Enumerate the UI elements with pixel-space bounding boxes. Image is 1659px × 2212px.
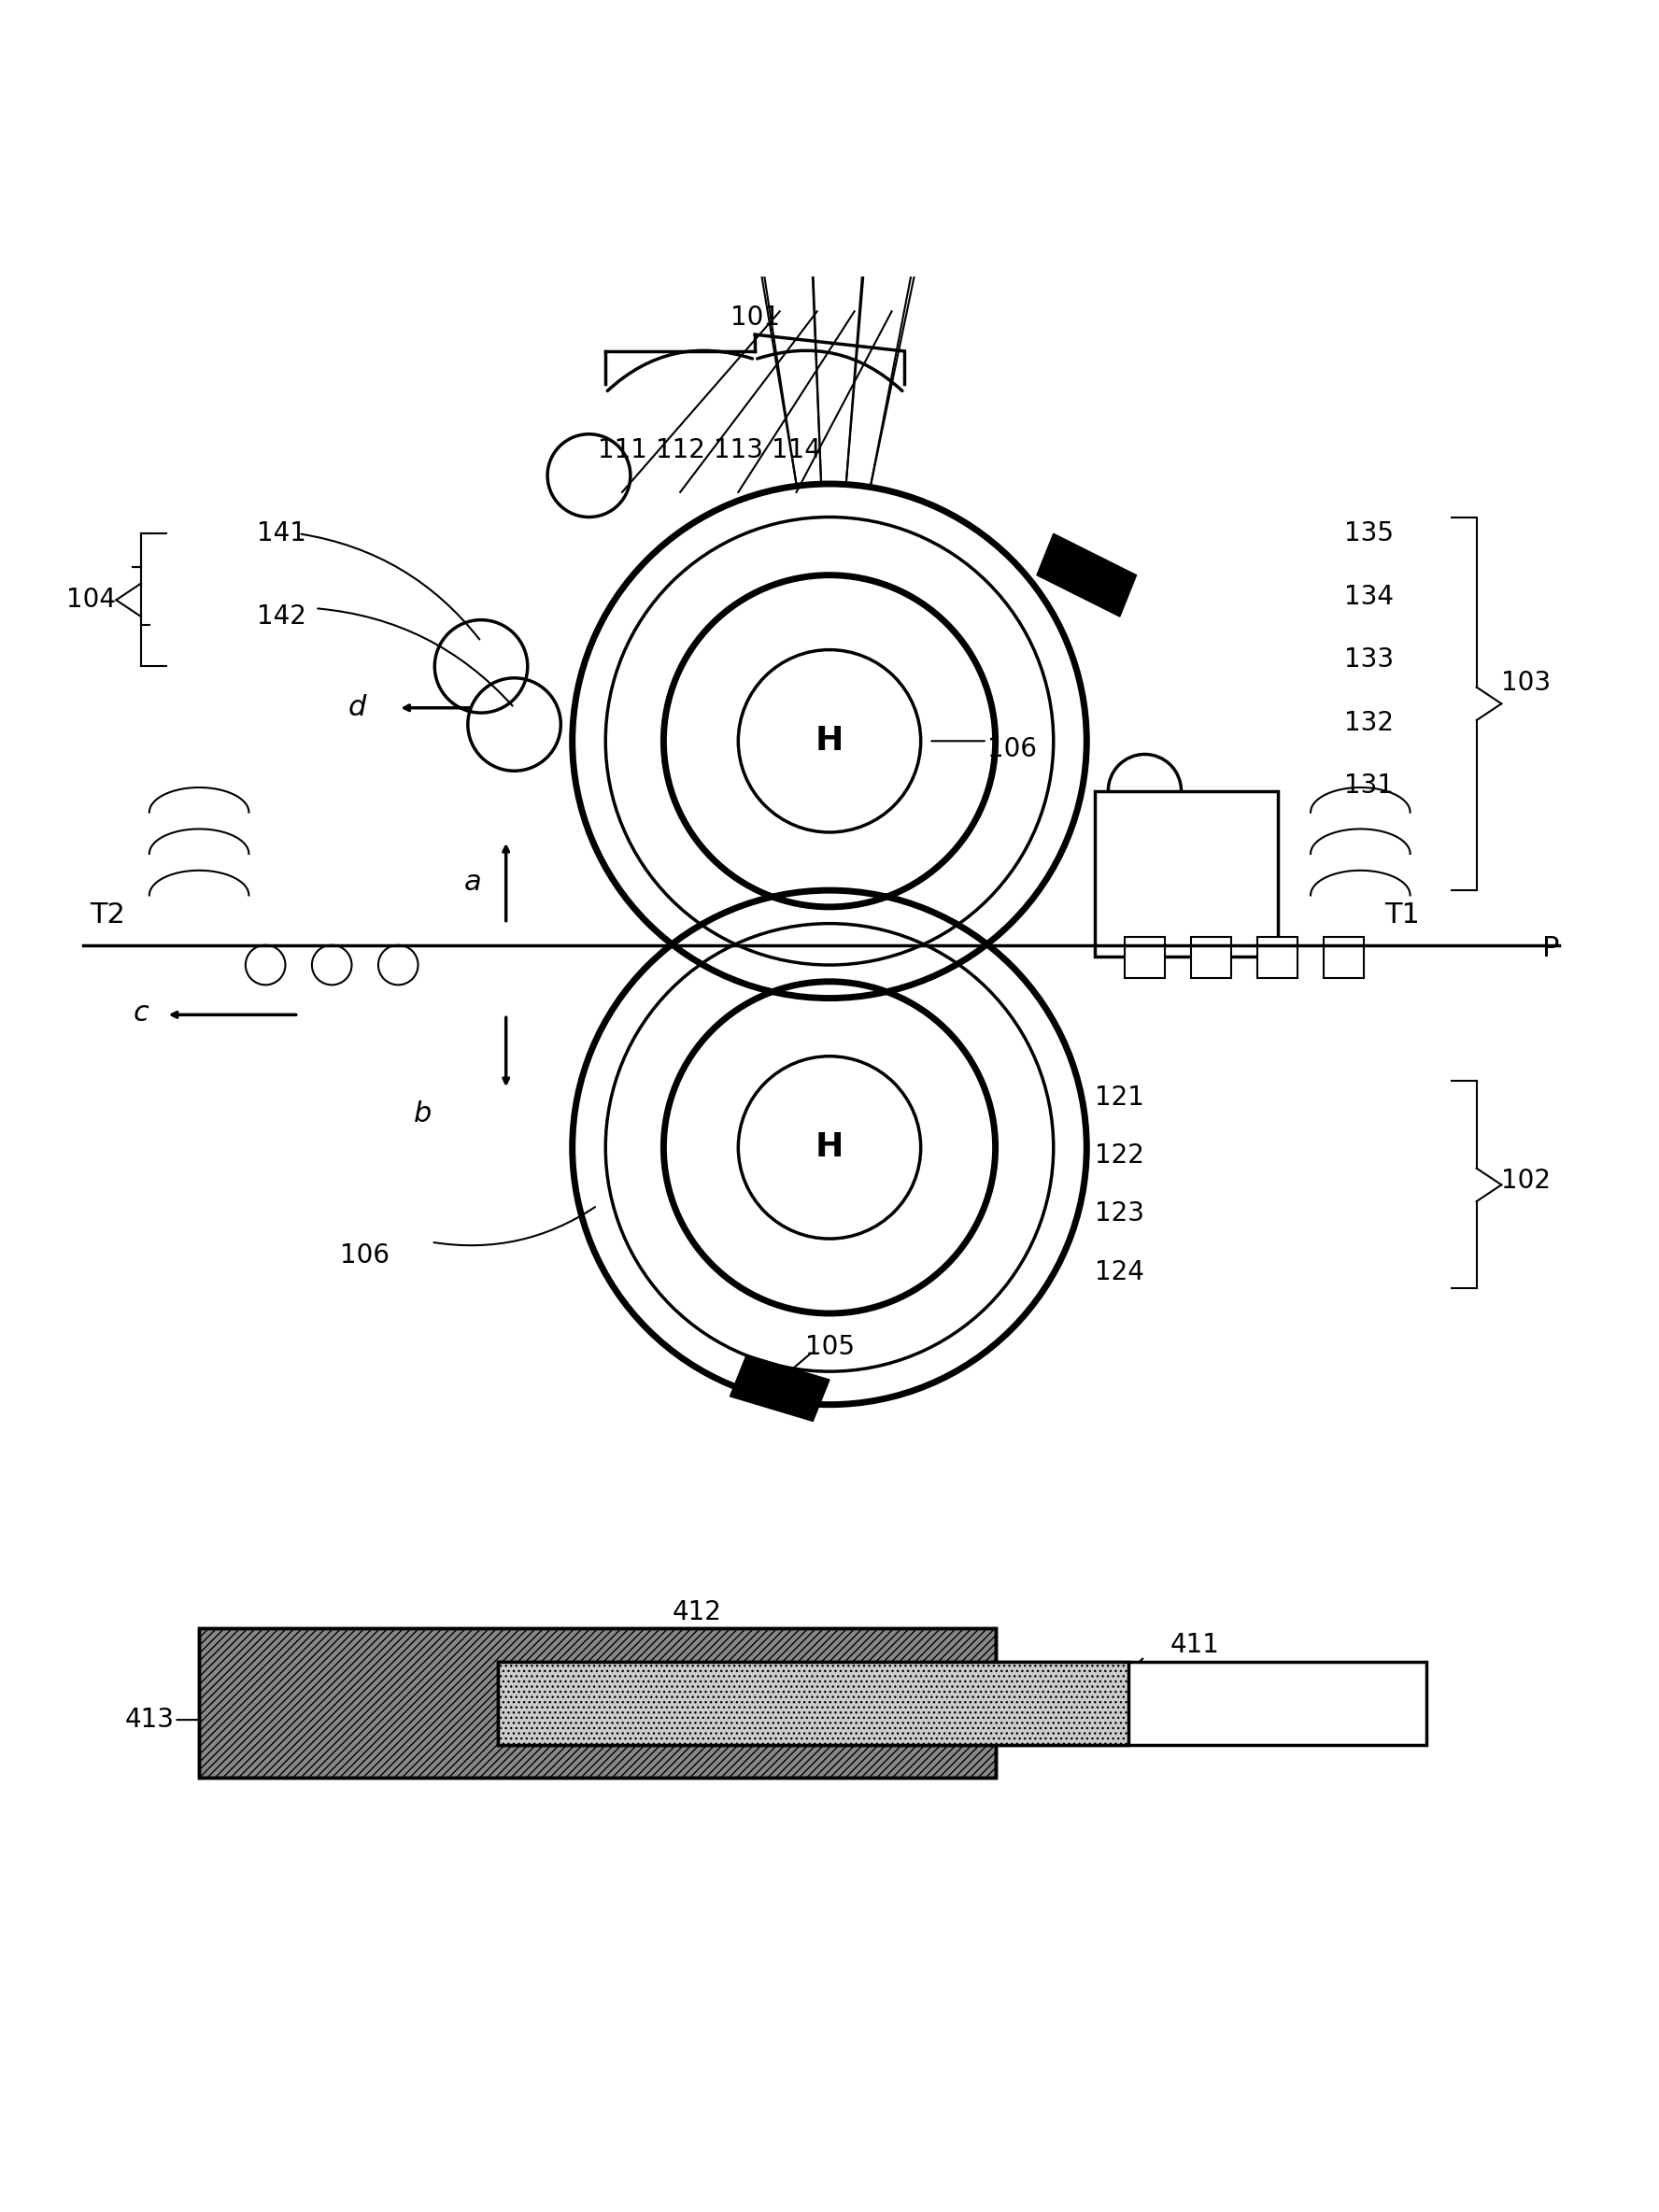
Text: 134: 134	[1344, 584, 1394, 611]
Bar	[199, 1628, 995, 1778]
Text: 124: 124	[1095, 1259, 1145, 1285]
Text: 131: 131	[1344, 772, 1394, 799]
Text: 411: 411	[1170, 1632, 1219, 1659]
Text: 413: 413	[124, 1708, 174, 1732]
Text: a: a	[465, 869, 481, 896]
Text: 103: 103	[1501, 670, 1551, 697]
Bar	[1324, 938, 1364, 978]
Text: 102: 102	[1501, 1168, 1551, 1194]
Text: 133: 133	[1344, 646, 1394, 672]
Text: b: b	[415, 1102, 431, 1128]
Text: 101: 101	[730, 305, 780, 332]
Polygon shape	[730, 1354, 830, 1422]
Text: T2: T2	[90, 902, 126, 929]
Text: 104: 104	[66, 586, 116, 613]
Text: 106: 106	[340, 1243, 390, 1267]
Text: 135: 135	[1344, 520, 1394, 546]
Text: 142: 142	[257, 604, 307, 630]
Text: H: H	[815, 726, 844, 757]
Text: 111: 111	[597, 438, 647, 465]
Bar	[1191, 938, 1231, 978]
Text: 112: 112	[655, 438, 705, 465]
Text: 113: 113	[713, 438, 763, 465]
Text: 123: 123	[1095, 1201, 1145, 1228]
Bar	[498, 1661, 1427, 1745]
Bar	[498, 1661, 1128, 1745]
Text: 106: 106	[987, 737, 1037, 763]
Text: c: c	[133, 1000, 149, 1026]
Bar	[199, 1628, 995, 1778]
Bar	[1095, 792, 1277, 956]
Polygon shape	[1037, 533, 1136, 617]
Bar	[1125, 938, 1165, 978]
Text: 132: 132	[1344, 710, 1394, 737]
Text: 141: 141	[257, 520, 307, 546]
Text: 412: 412	[672, 1599, 722, 1626]
Text: H: H	[815, 1133, 844, 1164]
Text: 121: 121	[1095, 1084, 1145, 1110]
Text: T1: T1	[1384, 902, 1420, 929]
Text: 114: 114	[771, 438, 821, 465]
Text: P: P	[1543, 936, 1559, 962]
Text: 105: 105	[805, 1334, 854, 1360]
Text: 122: 122	[1095, 1144, 1145, 1168]
Bar	[1258, 938, 1297, 978]
Text: d: d	[348, 695, 365, 721]
